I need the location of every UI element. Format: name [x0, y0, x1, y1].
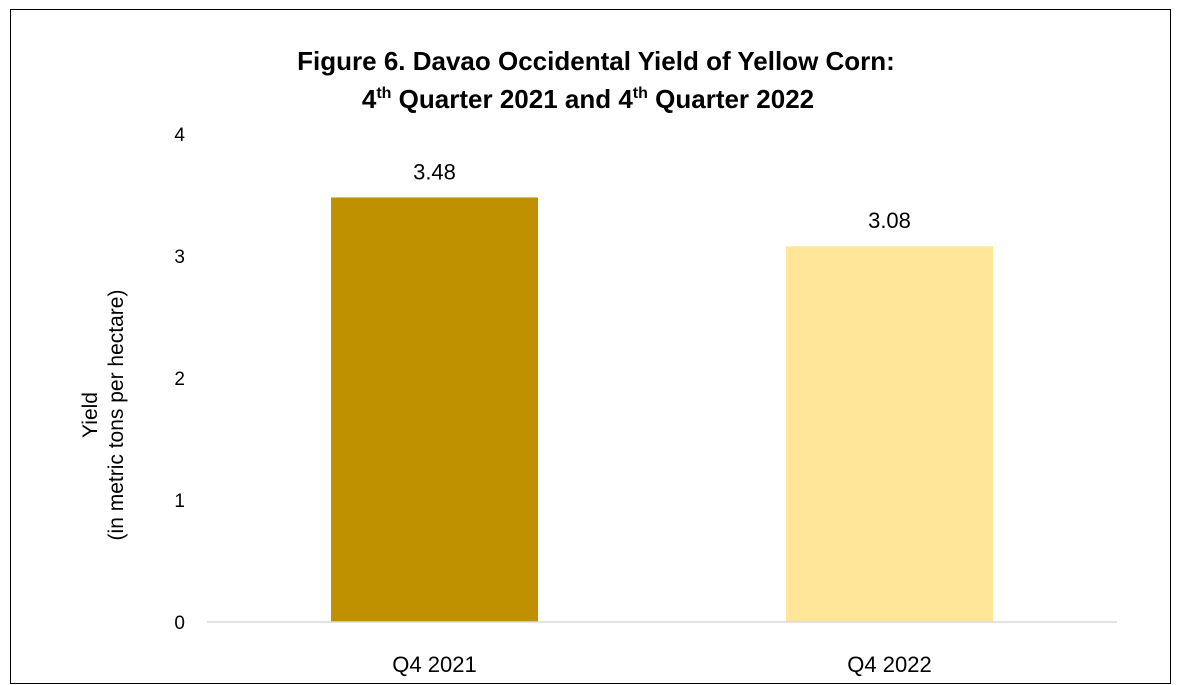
- bar-chart: Figure 6. Davao Occidental Yield of Yell…: [79, 46, 1117, 677]
- y-axis-title-line2: (in metric tons per hectare): [105, 290, 128, 541]
- data-labels: 3.48 3.08: [413, 159, 911, 233]
- chart-title-line1: Figure 6. Davao Occidental Yield of Yell…: [297, 46, 895, 76]
- y-tick-label: 0: [174, 613, 185, 634]
- y-axis-ticks: 0 1 2 3 4: [174, 125, 185, 634]
- y-tick-label: 2: [174, 369, 185, 390]
- y-tick-label: 1: [174, 491, 185, 512]
- y-axis-title-line1: Yield: [79, 392, 102, 438]
- bar-data-label: 3.08: [868, 208, 911, 233]
- bar-data-label: 3.48: [413, 159, 456, 184]
- y-tick-label: 4: [174, 125, 185, 146]
- y-axis-title: Yield (in metric tons per hectare): [79, 290, 128, 541]
- y-tick-label: 3: [174, 247, 185, 268]
- bar: [331, 197, 538, 622]
- x-category-label: Q4 2022: [847, 652, 931, 677]
- bar: [786, 246, 993, 623]
- bars: [331, 197, 993, 623]
- chart-title-line2: 4th Quarter 2021 and 4th Quarter 2022: [362, 84, 814, 114]
- x-category-label: Q4 2021: [392, 652, 476, 677]
- x-axis-categories: Q4 2021 Q4 2022: [392, 652, 931, 677]
- chart-frame: Figure 6. Davao Occidental Yield of Yell…: [10, 9, 1171, 684]
